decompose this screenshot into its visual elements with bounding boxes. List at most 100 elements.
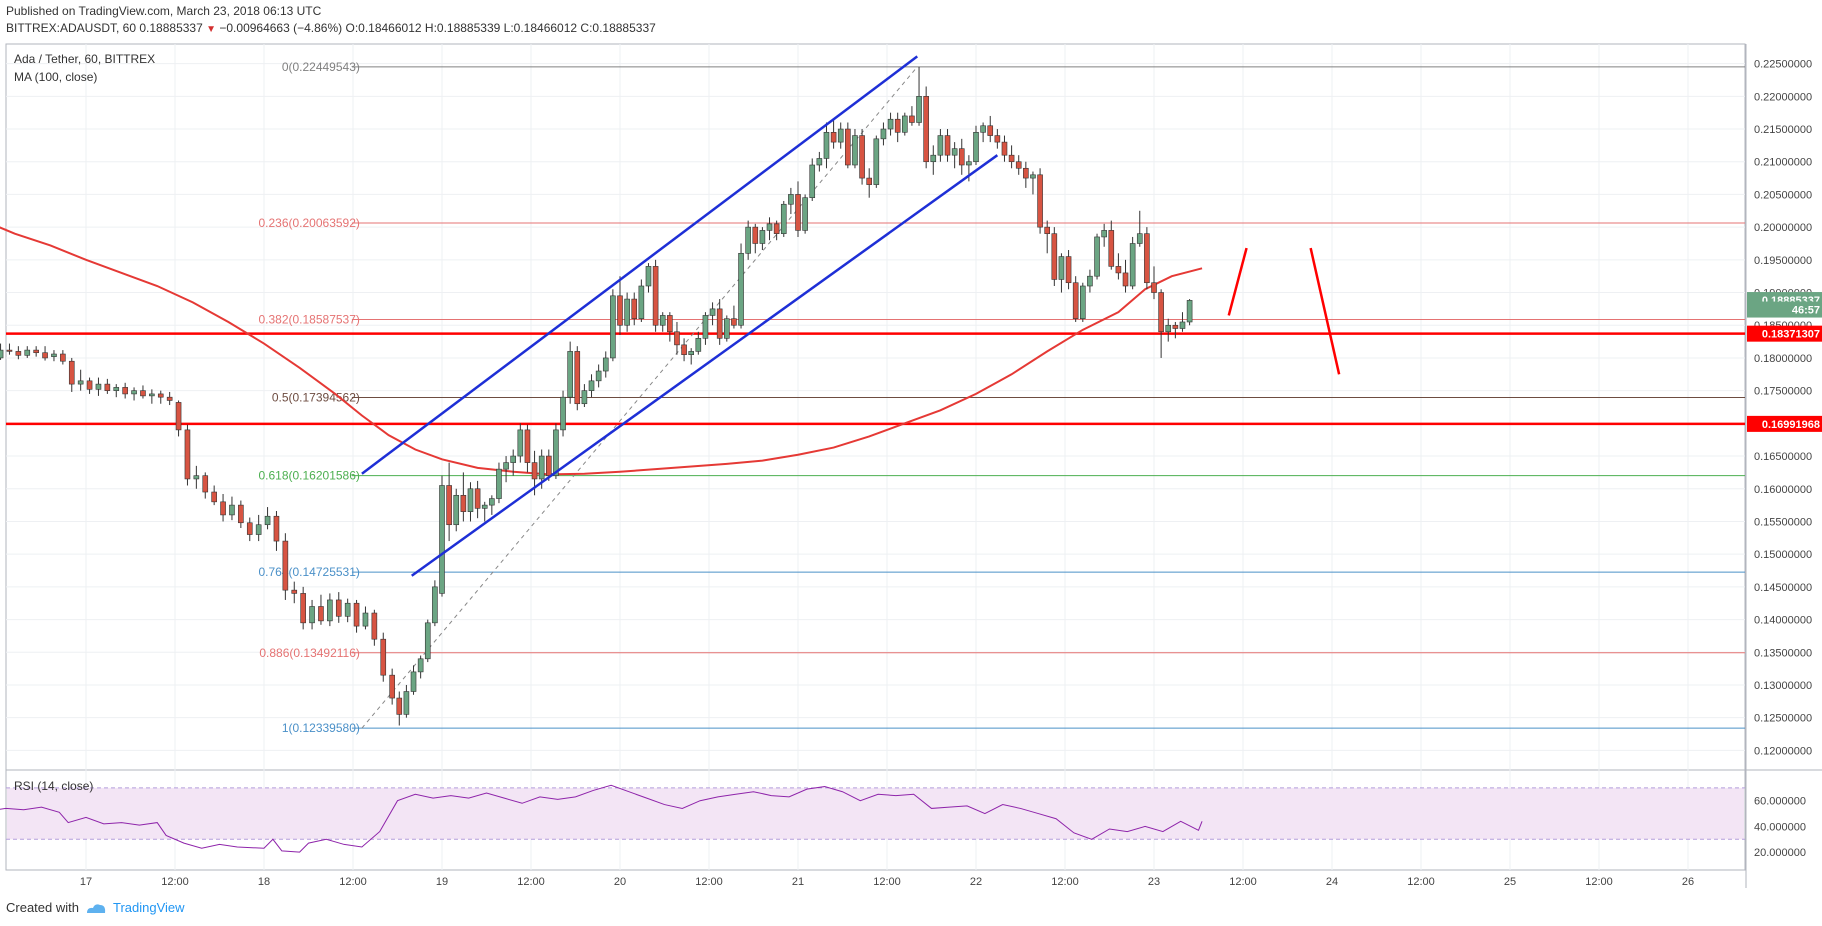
candle-body: [140, 390, 146, 397]
candle-body: [973, 131, 979, 163]
candle-body: [1015, 161, 1022, 169]
candle-body: [202, 475, 209, 493]
candle-body: [453, 494, 460, 526]
candle-body: [403, 691, 410, 715]
candle-body: [923, 96, 929, 163]
projection-line: [1227, 247, 1248, 316]
candle-body: [638, 285, 645, 320]
rsi-tick-label: 20.000000: [1754, 847, 1806, 859]
y-tick-label: 0.21500000: [1754, 124, 1812, 136]
candle-body: [309, 606, 315, 624]
candle-body: [446, 485, 452, 526]
chart-title: Ada / Tether, 60, BITTREX: [14, 52, 156, 66]
candle-body: [86, 380, 93, 390]
price-badge: [1747, 415, 1822, 432]
candle-body: [510, 455, 517, 463]
fib-level-label: 0.236(0.20063592): [258, 216, 359, 230]
candle-body: [795, 194, 801, 231]
rsi-legend[interactable]: RSI (14, close): [14, 779, 94, 793]
candle-body: [496, 468, 502, 499]
x-tick-label: 12:00: [161, 876, 189, 888]
candle-body: [467, 488, 474, 512]
y-tick-label: 0.20000000: [1754, 222, 1812, 234]
candle-body: [966, 161, 972, 166]
candle-body: [688, 351, 695, 355]
candle-body: [1158, 292, 1164, 333]
candle-body: [1165, 324, 1172, 333]
y-tick-label: 0.18000000: [1754, 353, 1812, 365]
candle-body: [166, 396, 173, 401]
candle-body: [830, 131, 837, 143]
candle-body: [68, 360, 75, 385]
candle-body: [909, 115, 915, 123]
ohlc-low: L:0.18466012: [503, 21, 578, 35]
y-tick-label: 0.21000000: [1754, 157, 1812, 169]
candle-body: [567, 351, 573, 398]
x-tick-label: 19: [436, 876, 448, 888]
y-tick-label: 0.19500000: [1754, 255, 1812, 267]
candle-body: [823, 131, 830, 159]
candle-body: [859, 135, 865, 179]
symbol-line: BITTREX:ADAUSDT, 60 0.18885337 ▼ −0.0096…: [6, 21, 656, 35]
candle-body: [595, 370, 602, 382]
candle-body: [545, 455, 552, 476]
candle-body: [695, 338, 702, 352]
candle-body: [51, 353, 57, 357]
candle-body: [816, 158, 823, 166]
candle-body: [1044, 226, 1050, 234]
candle-body: [1051, 233, 1058, 280]
candle-body: [1001, 141, 1008, 156]
x-tick-label: 23: [1148, 876, 1160, 888]
fib-level-label: 0(0.22449543): [282, 60, 360, 74]
candle-body: [788, 194, 794, 205]
candle-body: [980, 125, 986, 133]
candle-body: [193, 475, 200, 480]
x-tick-label: 12:00: [1051, 876, 1079, 888]
candle-body: [738, 252, 744, 326]
candle-body: [362, 612, 369, 627]
candle-body: [667, 315, 673, 333]
candle-body: [1087, 275, 1093, 287]
candle-body: [246, 522, 253, 535]
candle-body: [1008, 154, 1015, 163]
y-tick-label: 0.22500000: [1754, 59, 1812, 71]
candle-body: [489, 498, 495, 506]
candle-body: [581, 390, 588, 405]
ohlc-high: H:0.18885339: [424, 21, 501, 35]
candle-body: [674, 331, 680, 346]
rsi-band-fill: [7, 787, 1744, 840]
ohlc-open: O:0.18466012: [345, 21, 422, 35]
candle-body: [211, 491, 217, 503]
ma-legend[interactable]: MA (100, close): [14, 70, 98, 84]
candle-body: [1094, 236, 1100, 277]
x-tick-label: 12:00: [339, 876, 367, 888]
x-tick-label: 12:00: [1407, 876, 1435, 888]
candle-body: [220, 501, 226, 516]
candle-body: [24, 349, 31, 356]
candle-body: [131, 390, 137, 395]
candle-body: [887, 118, 894, 130]
tradingview-link[interactable]: TradingView: [112, 900, 185, 915]
candle-body: [631, 298, 638, 320]
published-line: Published on TradingView.com, March 23, …: [6, 4, 322, 18]
x-tick-label: 12:00: [517, 876, 545, 888]
price-badge: [1747, 325, 1822, 342]
candle-body: [716, 308, 723, 339]
candle-body: [6, 349, 13, 352]
candle-body: [327, 599, 333, 622]
fib-level-label: 0.382(0.18587537): [258, 313, 359, 327]
candle-body: [759, 230, 766, 244]
candle-body: [852, 135, 858, 166]
candle-body: [930, 154, 937, 163]
y-tick-label: 0.13000000: [1754, 680, 1812, 692]
candle-body: [104, 383, 111, 391]
x-tick-label: 12:00: [1229, 876, 1257, 888]
fib-level-label: 0.618(0.16201586): [258, 469, 359, 483]
candle-body: [1108, 230, 1115, 267]
candle-body: [574, 351, 581, 405]
candle-body: [439, 485, 445, 594]
x-tick-label: 22: [970, 876, 982, 888]
candle-body: [951, 148, 958, 156]
candle-body: [1115, 266, 1122, 274]
